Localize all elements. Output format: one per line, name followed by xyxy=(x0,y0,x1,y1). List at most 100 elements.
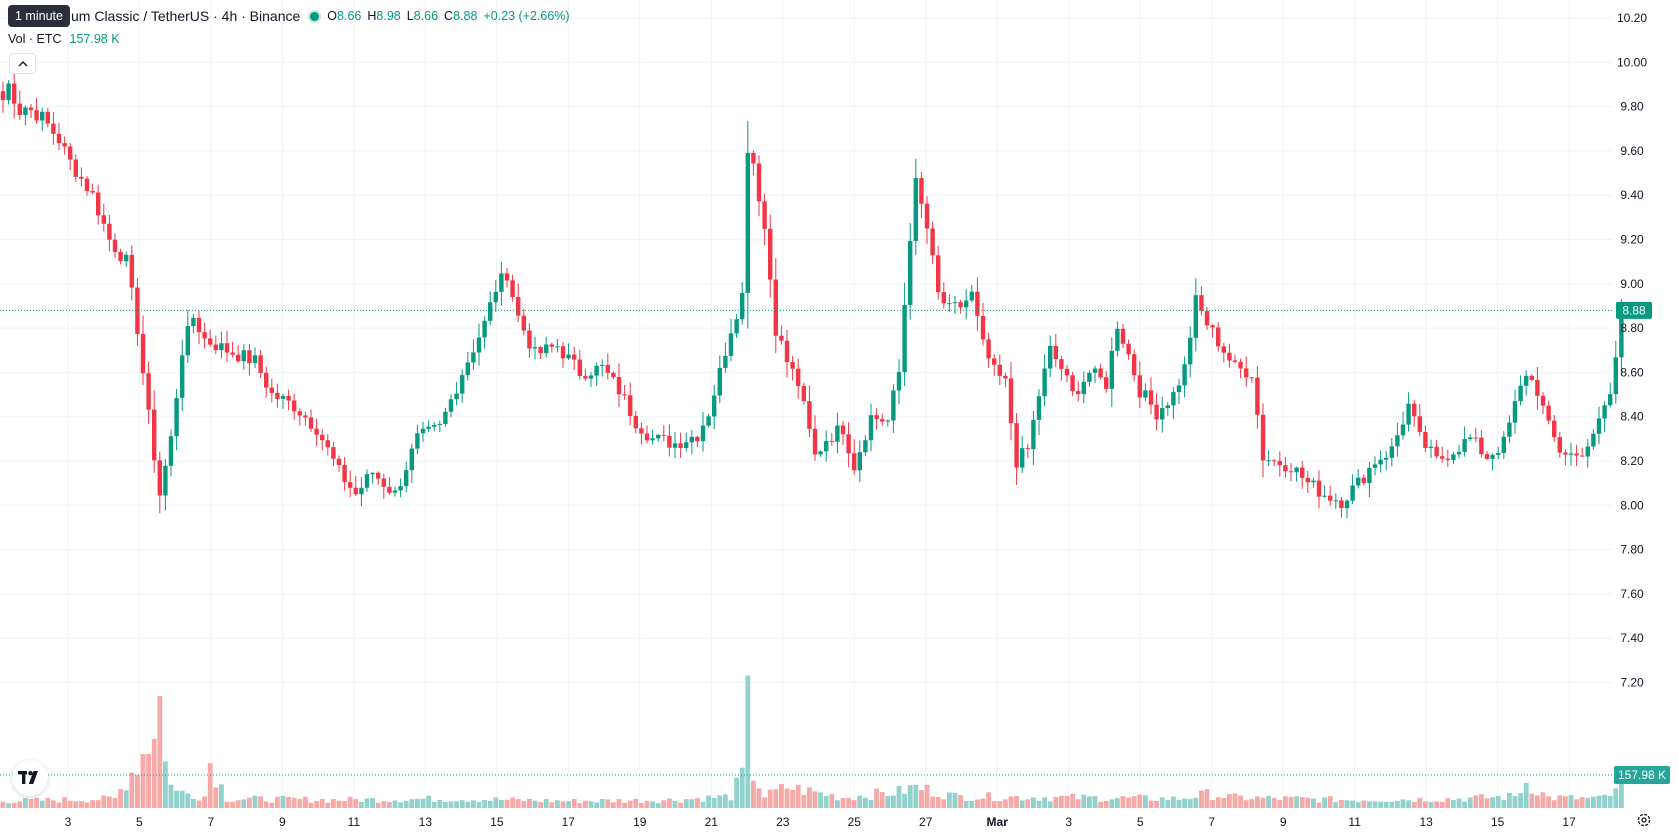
time-tick-label: 27 xyxy=(919,815,933,829)
candle-body xyxy=(801,385,806,402)
volume-bar xyxy=(1339,799,1344,808)
open-key: O xyxy=(327,9,338,23)
chevron-up-icon xyxy=(18,60,27,66)
candle-body xyxy=(236,354,241,362)
time-axis[interactable]: 3 5 7 9 11 13 15 17 19 21 23 25 27 Mar 3 5 7 9 11 13 15 17 xyxy=(65,815,1577,829)
candle-body xyxy=(835,425,840,442)
volume-bar xyxy=(185,793,191,808)
candle-body xyxy=(1378,459,1383,465)
candle-body xyxy=(152,409,157,461)
candle-body xyxy=(1445,458,1450,461)
candle-body xyxy=(443,411,448,424)
volume-bar xyxy=(364,798,370,808)
symbol-title[interactable]: um Classic / TetherUS · 4h · Binance xyxy=(71,8,301,24)
volume-bar xyxy=(1047,801,1053,808)
volume-bar xyxy=(347,796,353,808)
candle-body xyxy=(527,330,532,349)
time-tick-label: 3 xyxy=(65,815,72,829)
candle-body xyxy=(1546,405,1551,421)
candle-body xyxy=(1120,328,1126,344)
volume-bar xyxy=(1585,797,1591,808)
candle-body xyxy=(891,390,896,421)
candle-body xyxy=(1524,375,1529,386)
candle-body xyxy=(1076,391,1081,395)
volume-bar xyxy=(499,800,504,808)
time-tick-label: 5 xyxy=(136,815,143,829)
volume-bar xyxy=(1557,795,1563,808)
volume-bar xyxy=(1507,792,1512,808)
candle-body xyxy=(51,123,56,134)
candle-body xyxy=(73,159,78,177)
candle-body xyxy=(488,302,493,321)
symbol-legend[interactable]: um Classic / TetherUS · 4h · Binance O 8.… xyxy=(8,6,570,26)
volume-bar xyxy=(1467,797,1473,808)
volume-legend[interactable]: Vol · ETC 157.98 K xyxy=(8,32,120,46)
volume-bar xyxy=(1462,801,1467,808)
volume-bar xyxy=(1490,797,1495,808)
volume-bar xyxy=(678,802,683,808)
candle-body xyxy=(510,280,515,298)
price-tick-label: 9.00 xyxy=(1620,277,1644,291)
candle-body xyxy=(1434,446,1439,457)
volume-bar xyxy=(1434,801,1439,808)
candle-body xyxy=(107,223,112,240)
candle-body xyxy=(247,350,252,364)
volume-bar xyxy=(644,800,650,808)
candle-body xyxy=(992,358,997,365)
candle-body xyxy=(1490,454,1495,459)
low-key: L xyxy=(406,9,414,23)
volume-bar xyxy=(1232,793,1238,808)
volume-bar xyxy=(1350,800,1355,808)
candle-body xyxy=(773,279,778,336)
volume-bar xyxy=(1551,800,1557,808)
volume-bar xyxy=(779,783,784,808)
volume-bar xyxy=(583,800,588,808)
volume-bar xyxy=(1299,797,1305,808)
candle-body xyxy=(1540,395,1546,406)
candle-body xyxy=(208,338,213,345)
candle-body xyxy=(1563,452,1568,455)
volume-bar xyxy=(437,799,443,808)
volume-bar xyxy=(1238,795,1243,808)
volume-bar xyxy=(1204,789,1210,808)
volume-legend-label: Vol · ETC xyxy=(8,32,62,46)
candle-body xyxy=(740,292,745,320)
time-tick-label: 3 xyxy=(1065,815,1072,829)
candle-body xyxy=(1529,375,1534,380)
candle-body xyxy=(969,291,974,301)
volume-bar xyxy=(151,738,157,808)
collapse-legend-button[interactable] xyxy=(9,53,36,74)
volume-bar xyxy=(1294,796,1299,808)
volume-bar xyxy=(594,802,599,808)
volume-bar xyxy=(353,799,359,808)
volume-bar xyxy=(56,802,62,808)
volume-bar xyxy=(1378,801,1383,808)
tradingview-logo[interactable] xyxy=(12,760,48,796)
volume-bar xyxy=(1423,801,1428,808)
candle-body xyxy=(286,396,291,401)
candle-body xyxy=(1406,403,1411,425)
candle-body xyxy=(1182,364,1187,386)
time-tick-label: 21 xyxy=(705,815,719,829)
price-tick-label: 8.60 xyxy=(1620,365,1644,379)
candle-body xyxy=(1608,394,1613,406)
volume-bar xyxy=(1249,799,1255,808)
candle-body xyxy=(588,375,594,379)
gear-icon[interactable] xyxy=(1636,812,1652,828)
candle-body xyxy=(297,411,302,416)
volume-bar xyxy=(1602,794,1607,808)
candle-body xyxy=(818,451,823,455)
candle-body xyxy=(432,424,437,427)
candle-body xyxy=(1361,477,1366,484)
volume-bar xyxy=(387,801,392,808)
price-axis[interactable]: 10.20 10.00 9.80 9.60 9.40 9.20 9.00 8.80 8.60 8.… xyxy=(1617,11,1647,690)
candle-body xyxy=(723,355,728,368)
candle-body xyxy=(1232,360,1238,362)
candle-body xyxy=(342,465,347,483)
candle-body xyxy=(280,396,286,399)
price-tick-label: 8.00 xyxy=(1620,498,1644,512)
candle-body xyxy=(241,350,246,362)
candle-body xyxy=(157,460,162,496)
candle-body xyxy=(880,419,885,422)
